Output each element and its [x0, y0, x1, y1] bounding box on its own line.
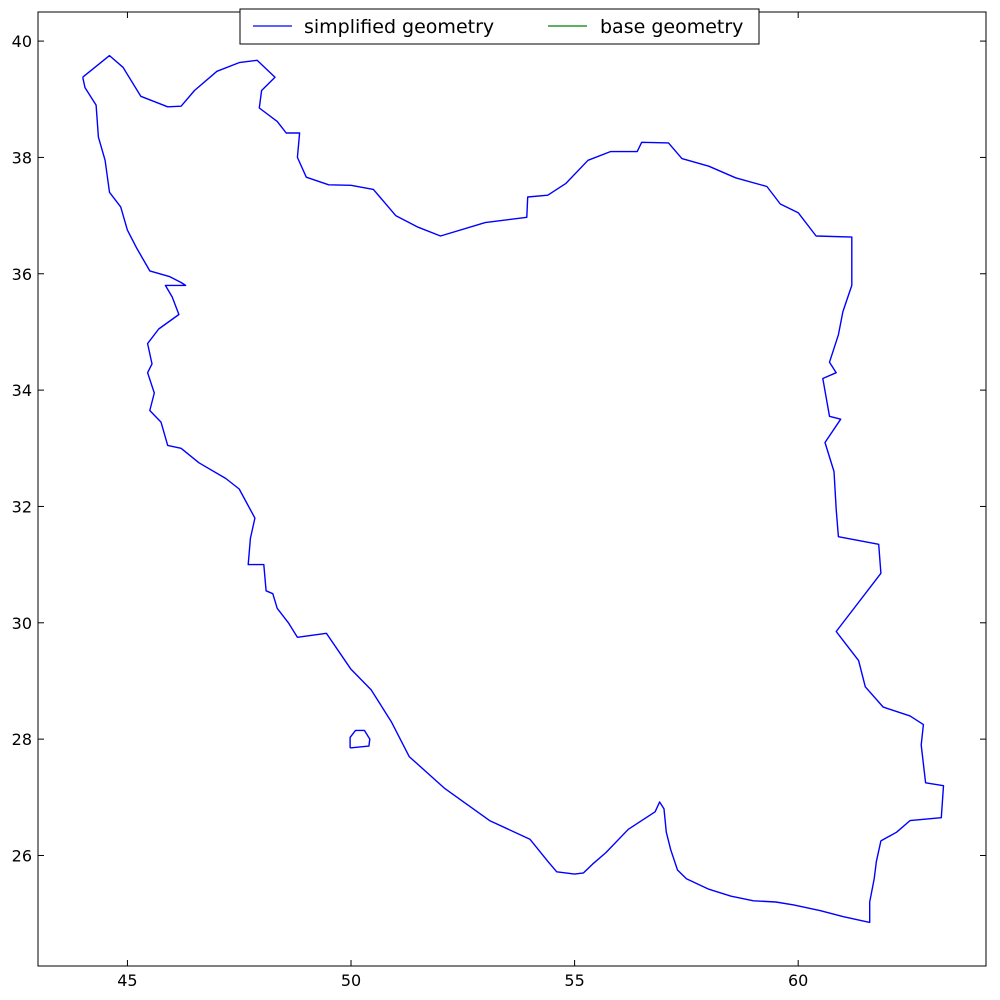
- legend-box: [239, 8, 760, 45]
- x-tick-label: 50: [341, 971, 361, 990]
- y-tick-label: 34: [12, 381, 32, 400]
- y-tick-label: 28: [12, 730, 32, 749]
- x-tick-label: 45: [117, 971, 137, 990]
- x-tick-label: 55: [564, 971, 584, 990]
- y-tick-label: 32: [12, 497, 32, 516]
- y-tick-label: 36: [12, 265, 32, 284]
- y-tick-label: 30: [12, 614, 32, 633]
- y-tick-label: 40: [12, 32, 32, 51]
- y-tick-label: 38: [12, 148, 32, 167]
- legend-label-base: base geometry: [600, 16, 743, 38]
- ticks-layer: 45 50 55 60 26 28 30 32 34 36 38 40: [12, 12, 986, 990]
- legend: simplified geometry base geometry: [239, 8, 760, 45]
- series-0-ring-0: [82, 54, 945, 924]
- series-layer: [82, 54, 945, 924]
- y-tick-label: 26: [12, 846, 32, 865]
- series-0-ring-1: [349, 729, 371, 749]
- x-tick-label: 60: [788, 971, 808, 990]
- legend-label-simplified: simplified geometry: [304, 16, 494, 38]
